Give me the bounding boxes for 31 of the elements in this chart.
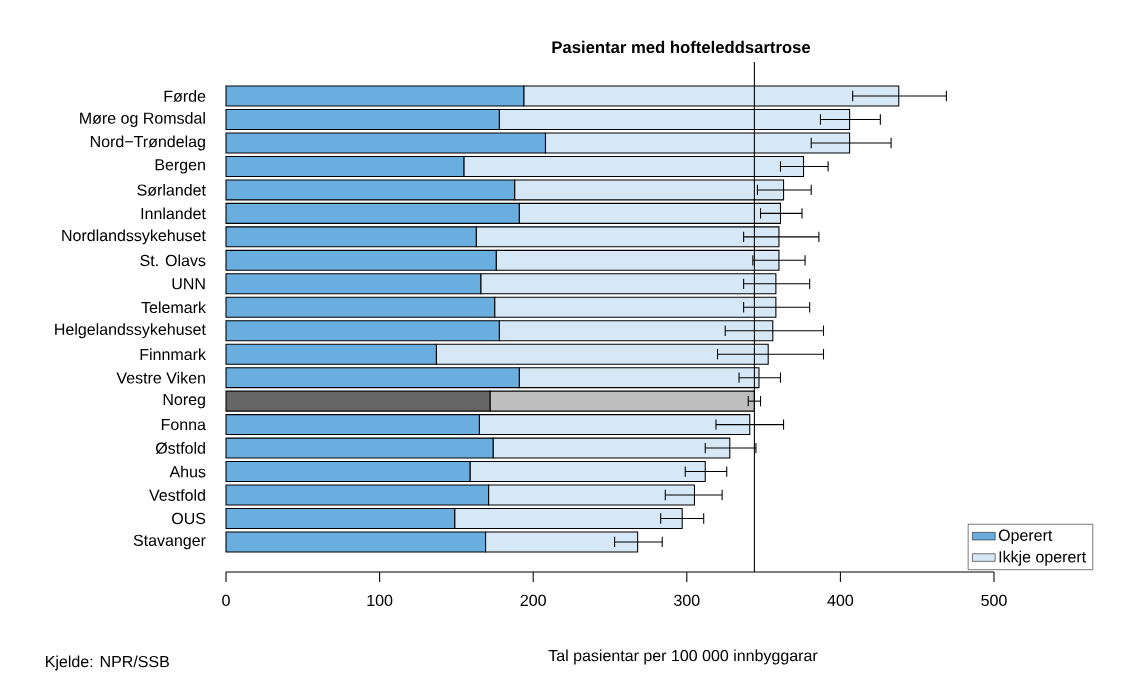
y-tick-label: Vestfold bbox=[149, 489, 205, 501]
legend-label: Ikkje operert bbox=[999, 550, 1087, 566]
y-tick-label: Østfold bbox=[155, 442, 205, 455]
x-tick-label: 400 bbox=[827, 594, 854, 607]
y-tick-label: Fonna bbox=[161, 419, 206, 431]
y-tick-label: St. Olavs bbox=[140, 254, 206, 267]
y-tick-label: Stavanger bbox=[133, 534, 206, 550]
text: Kjelde: NPR/SSB bbox=[46, 655, 169, 671]
y-tick-label: Telemark bbox=[141, 301, 206, 314]
y-tick-label: Bergen bbox=[155, 159, 205, 174]
y-tick-label: Vestre Viken bbox=[116, 371, 205, 384]
x-axis-title: Tal pasientar per 100 000 innbyggarar bbox=[548, 649, 818, 665]
y-tick-label: Sørlandet bbox=[137, 183, 206, 196]
y-tick-label: Nord−Trøndelag bbox=[90, 135, 205, 151]
x-tick-label: 500 bbox=[981, 594, 1007, 607]
y-tick-label: OUS bbox=[172, 512, 206, 525]
y-tick-label: UNN bbox=[172, 278, 205, 290]
y-tick-label: Helgelandssykehuset bbox=[55, 323, 206, 339]
x-tick-label: 0 bbox=[222, 594, 230, 607]
y-tick-label: Førde bbox=[164, 90, 206, 102]
x-tick-label: 200 bbox=[520, 594, 546, 607]
y-tick-label: Møre og Romsdal bbox=[80, 112, 205, 127]
y-tick-label: Innlandet bbox=[141, 207, 206, 220]
x-tick-label: 100 bbox=[367, 594, 393, 607]
y-tick-label: Noreg bbox=[163, 393, 205, 409]
x-tick-label: 300 bbox=[674, 594, 700, 607]
y-tick-label: Nordlandssykehuset bbox=[62, 229, 206, 245]
chart-title: Pasientar med hofteleddsartrose bbox=[552, 40, 811, 54]
y-tick-label: Finnmark bbox=[140, 348, 206, 361]
legend-label: Operert bbox=[998, 529, 1053, 545]
y-tick-label: Ahus bbox=[169, 465, 206, 478]
